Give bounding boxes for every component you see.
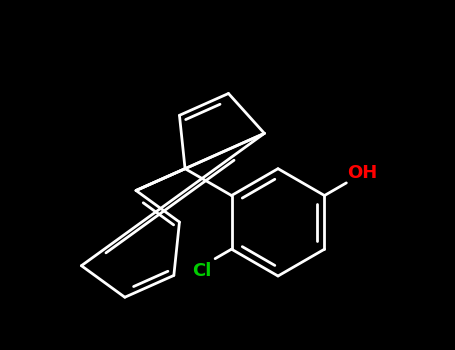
Text: OH: OH bbox=[348, 164, 378, 182]
Text: Cl: Cl bbox=[192, 262, 212, 280]
